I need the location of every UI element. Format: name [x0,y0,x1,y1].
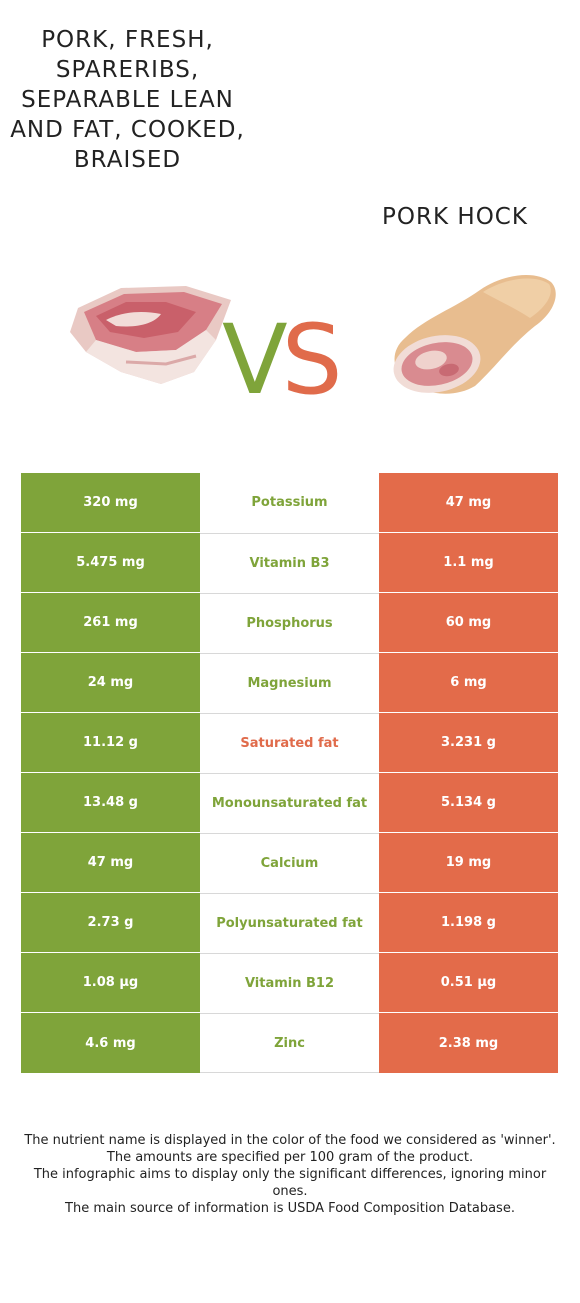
footer-line-2: The amounts are specified per 100 gram o… [106,1150,474,1165]
nutrient-name: Vitamin B3 [200,533,379,592]
nutrient-name: Potassium [200,473,379,532]
table-row: 5.475 mg Vitamin B3 1.1 mg [21,533,558,593]
table-row: 320 mg Potassium 47 mg [21,473,558,533]
right-value: 47 mg [379,473,558,532]
footer-line-1: The nutrient name is displayed in the co… [24,1133,556,1148]
nutrient-name: Saturated fat [200,713,379,772]
pork-hock-image [393,275,556,394]
footer-line-4: The main source of information is USDA F… [65,1201,515,1216]
left-value: 47 mg [21,833,200,892]
left-value: 24 mg [21,653,200,712]
table-row: 47 mg Calcium 19 mg [21,833,558,893]
versus-s: S [281,304,343,416]
right-value: 6 mg [379,653,558,712]
table-row: 4.6 mg Zinc 2.38 mg [21,1013,558,1073]
right-value: 1.1 mg [379,533,558,592]
nutrient-table: 320 mg Potassium 47 mg 5.475 mg Vitamin B3 1.… [21,473,558,1073]
right-value: 60 mg [379,593,558,652]
left-value: 13.48 g [21,773,200,832]
spareribs-image [70,286,231,384]
nutrient-name: Vitamin B12 [200,953,379,1012]
right-food-title: Pork hock [382,204,528,230]
left-value: 4.6 mg [21,1013,200,1073]
table-row: 11.12 g Saturated fat 3.231 g [21,713,558,773]
nutrient-name: Monounsaturated fat [200,773,379,832]
left-value: 11.12 g [21,713,200,772]
nutrient-name: Calcium [200,833,379,892]
right-value: 1.198 g [379,893,558,952]
footer-line-3: The infographic aims to display only the… [33,1167,547,1199]
right-value: 19 mg [379,833,558,892]
nutrient-name: Polyunsaturated fat [200,893,379,952]
table-row: 1.08 µg Vitamin B12 0.51 µg [21,953,558,1013]
right-value: 3.231 g [379,713,558,772]
versus-v: V [222,304,288,416]
right-value: 0.51 µg [379,953,558,1012]
left-value: 261 mg [21,593,200,652]
right-value: 5.134 g [379,773,558,832]
footer-notes: The nutrient name is displayed in the co… [20,1132,560,1217]
table-row: 2.73 g Polyunsaturated fat 1.198 g [21,893,558,953]
nutrient-name: Zinc [200,1013,379,1073]
left-value: 1.08 µg [21,953,200,1012]
table-row: 261 mg Phosphorus 60 mg [21,593,558,653]
left-value: 2.73 g [21,893,200,952]
left-value: 5.475 mg [21,533,200,592]
nutrient-name: Phosphorus [200,593,379,652]
left-food-title: Pork, fresh, spareribs, separable lean a… [10,27,245,173]
left-value: 320 mg [21,473,200,532]
table-row: 24 mg Magnesium 6 mg [21,653,558,713]
versus-label: VS [222,305,362,415]
table-row: 13.48 g Monounsaturated fat 5.134 g [21,773,558,833]
nutrient-name: Magnesium [200,653,379,712]
right-value: 2.38 mg [379,1013,558,1073]
